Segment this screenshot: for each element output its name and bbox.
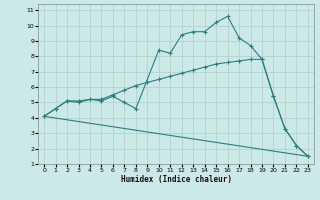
X-axis label: Humidex (Indice chaleur): Humidex (Indice chaleur)	[121, 175, 231, 184]
